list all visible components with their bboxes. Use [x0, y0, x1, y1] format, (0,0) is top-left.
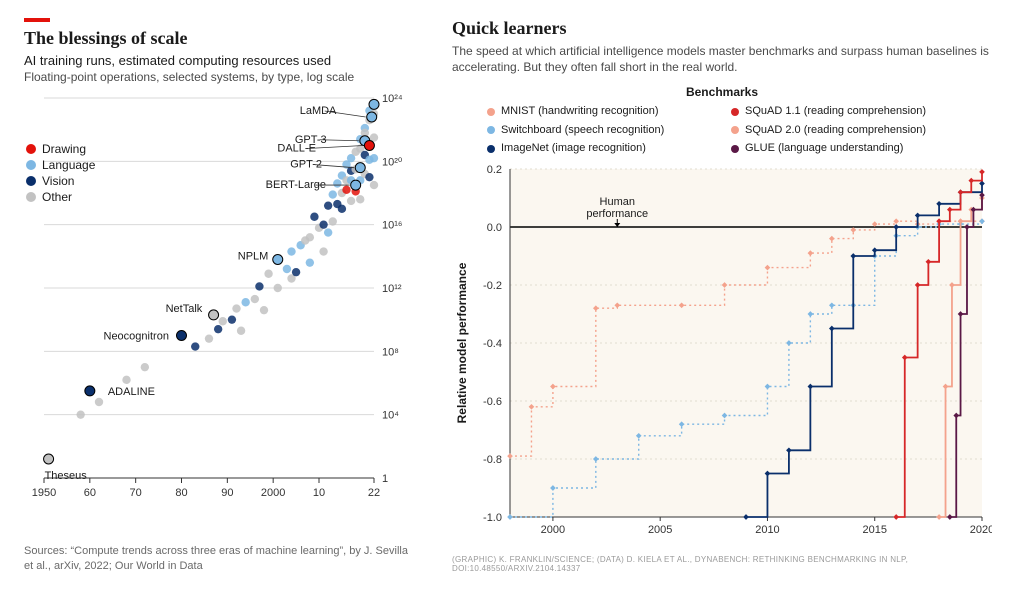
- svg-text:-1.0: -1.0: [483, 512, 502, 524]
- svg-text:2000: 2000: [541, 524, 565, 536]
- svg-text:1: 1: [382, 473, 388, 485]
- left-title: The blessings of scale: [24, 28, 424, 49]
- svg-text:performance: performance: [586, 208, 648, 220]
- svg-text:2000: 2000: [261, 487, 285, 499]
- scatter-legend: Drawing Language Vision Other: [26, 140, 95, 206]
- svg-text:90: 90: [221, 487, 233, 499]
- accent-bar: [24, 18, 50, 22]
- svg-text:DALL-E: DALL-E: [277, 143, 316, 155]
- svg-text:1950: 1950: [32, 487, 56, 499]
- svg-text:10²⁰: 10²⁰: [382, 156, 403, 168]
- page: The blessings of scale AI training runs,…: [0, 0, 1013, 589]
- svg-text:GPT-2: GPT-2: [290, 159, 322, 171]
- svg-text:-0.8: -0.8: [483, 454, 502, 466]
- svg-text:-0.6: -0.6: [483, 396, 502, 408]
- right-footer: (GRAPHIC) K. FRANKLIN/SCIENCE; (DATA) D.…: [452, 555, 992, 573]
- svg-text:10⁴: 10⁴: [382, 410, 399, 422]
- svg-text:-0.2: -0.2: [483, 280, 502, 292]
- legend-item: Drawing: [26, 142, 95, 156]
- svg-text:10²⁴: 10²⁴: [382, 94, 403, 105]
- line-chart: -1.0 -0.8 -0.6 -0.4 -0.2 0.0 0.2 Humanperforman…: [452, 163, 992, 543]
- right-title: Quick learners: [452, 18, 992, 39]
- svg-text:BERT-Large: BERT-Large: [266, 179, 326, 191]
- benchmark-legend-item: Switchboard (speech recognition): [487, 122, 713, 139]
- right-panel: Quick learners The speed at which artifi…: [452, 18, 992, 577]
- legend-item: Language: [26, 158, 95, 172]
- benchmark-legend-item: SQuAD 1.1 (reading comprehension): [731, 103, 957, 120]
- svg-text:Relative model performance: Relative model performance: [455, 262, 469, 423]
- right-sub: The speed at which artificial intelligen…: [452, 43, 992, 75]
- left-footer: Sources: “Compute trends across three er…: [24, 544, 414, 573]
- svg-text:80: 80: [175, 487, 187, 499]
- svg-text:Neocognitron: Neocognitron: [104, 331, 169, 343]
- legend-item: Vision: [26, 174, 95, 188]
- svg-text:10: 10: [313, 487, 325, 499]
- svg-text:NetTalk: NetTalk: [166, 303, 203, 315]
- svg-text:10⁸: 10⁸: [382, 346, 399, 358]
- svg-text:10¹⁶: 10¹⁶: [382, 220, 402, 232]
- svg-text:-0.4: -0.4: [483, 338, 502, 350]
- svg-text:NPLM: NPLM: [238, 251, 269, 263]
- svg-text:2010: 2010: [755, 524, 779, 536]
- svg-text:Theseus: Theseus: [45, 470, 88, 482]
- benchmark-legend-item: SQuAD 2.0 (reading comprehension): [731, 122, 957, 139]
- svg-text:2020: 2020: [970, 524, 992, 536]
- svg-text:10¹²: 10¹²: [382, 283, 402, 295]
- left-sub1: AI training runs, estimated computing re…: [24, 53, 424, 68]
- svg-text:60: 60: [84, 487, 96, 499]
- legend-item: Other: [26, 190, 95, 204]
- svg-text:LaMDA: LaMDA: [300, 105, 337, 117]
- benchmarks-legend: MNIST (handwriting recognition) SQuAD 1.1…: [487, 103, 957, 157]
- svg-text:ADALINE: ADALINE: [108, 386, 155, 398]
- svg-text:70: 70: [130, 487, 142, 499]
- svg-text:2015: 2015: [862, 524, 886, 536]
- svg-text:2005: 2005: [648, 524, 672, 536]
- benchmarks-heading: Benchmarks: [452, 85, 992, 99]
- benchmark-legend-item: ImageNet (image recognition): [487, 140, 713, 157]
- svg-text:0.2: 0.2: [487, 164, 502, 176]
- left-panel: The blessings of scale AI training runs,…: [24, 18, 424, 577]
- benchmark-legend-item: GLUE (language understanding): [731, 140, 957, 157]
- left-sub2: Floating-point operations, selected syst…: [24, 70, 424, 84]
- svg-text:Human: Human: [600, 196, 635, 208]
- benchmark-legend-item: MNIST (handwriting recognition): [487, 103, 713, 120]
- svg-text:22: 22: [368, 487, 380, 499]
- svg-text:0.0: 0.0: [487, 222, 502, 234]
